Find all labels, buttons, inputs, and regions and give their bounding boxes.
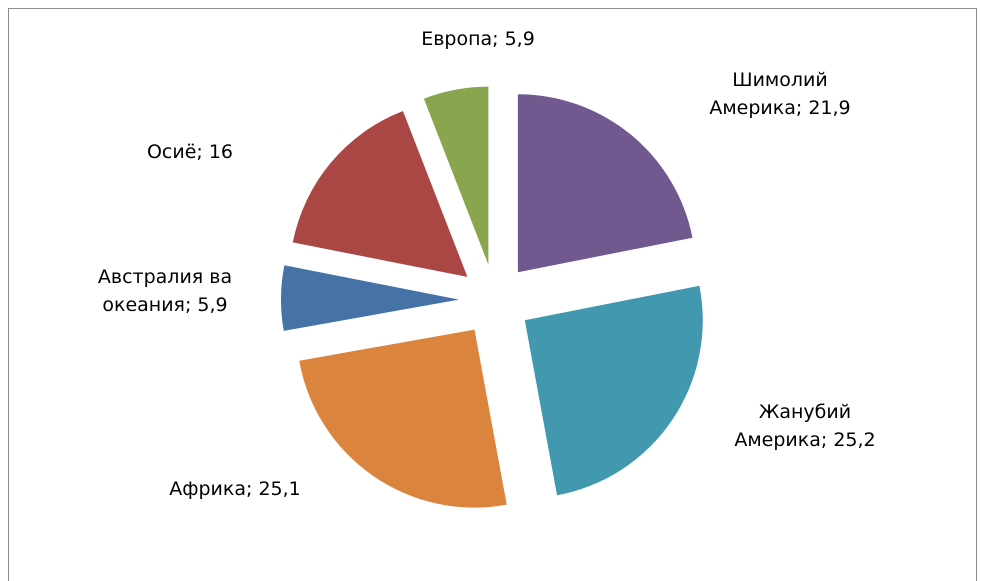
data-label: Африка; 25,1 [169,478,301,500]
data-label-line: Австралия ва [98,266,232,288]
data-label-line: Жанубий [759,401,851,423]
data-label: Жанубий Америка; 25,2 [734,401,875,451]
pie-slice [281,265,460,331]
data-label-line: Африка; 25,1 [169,478,301,500]
data-label-line: Шимолий [732,69,827,91]
pie-slice [292,110,468,277]
pie-slice [299,329,507,508]
data-label-line: Европа; 5,9 [421,28,535,50]
data-label: Европа; 5,9 [421,28,535,50]
data-label: Осиё; 16 [147,141,233,163]
pie-slice [423,86,489,265]
data-label: Шимолий Америка; 21,9 [709,69,850,119]
data-label-line: Америка; 25,2 [734,429,875,451]
data-label-line: Осиё; 16 [147,141,233,163]
pie-slice [524,285,703,496]
data-label-line: Америка; 21,9 [709,97,850,119]
data-label-line: океания; 5,9 [102,294,227,316]
data-label: Австралия ва океания; 5,9 [98,266,232,316]
pie-slice [517,94,693,273]
